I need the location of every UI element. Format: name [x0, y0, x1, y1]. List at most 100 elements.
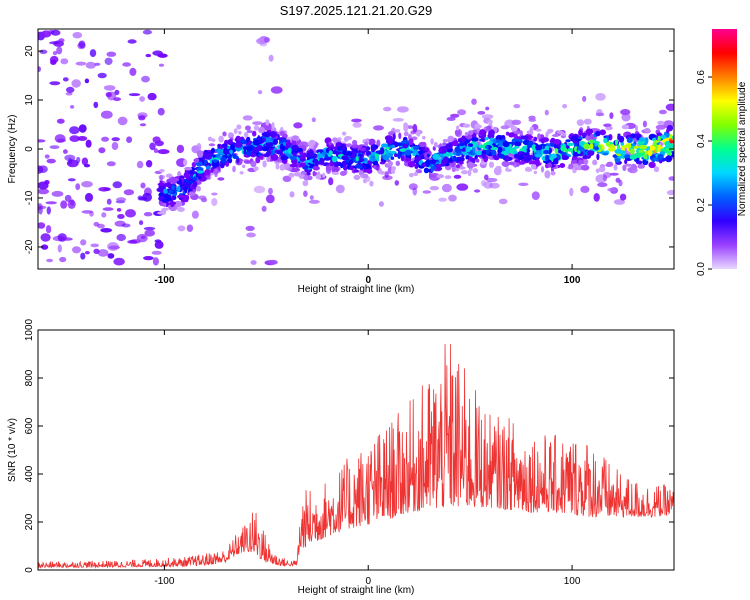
- spectrogram-ridge-cell: [485, 146, 489, 150]
- spectrogram-ridge-cell: [527, 135, 534, 139]
- spectrogram-ridge-cell: [266, 156, 271, 162]
- spectrogram-noise-cell: [265, 194, 275, 204]
- spectrogram-noise-cell: [98, 187, 110, 192]
- spectrogram-noise-cell: [71, 79, 81, 88]
- snr-frame: [37, 329, 675, 571]
- spectrogram-noise-cell: [597, 182, 608, 188]
- spectrogram-ridge-cell: [375, 166, 380, 171]
- spectrogram-noise-cell: [62, 77, 69, 82]
- spectrogram-ridge-cell: [657, 153, 664, 160]
- snr-ytick-label: 600: [24, 417, 35, 434]
- colorbar-label: Normalized spectral amplitude: [737, 81, 748, 216]
- spectrogram-ridge-cell: [495, 135, 503, 141]
- spectrogram-noise-cell: [50, 29, 61, 36]
- spectrogram-ridge-cell: [170, 200, 174, 207]
- spectrogram-noise-cell: [69, 135, 80, 143]
- spectrogram-ridge-cell: [653, 140, 657, 147]
- spectrogram-noise-cell: [114, 89, 120, 96]
- spectrogram-ridge-cell: [211, 147, 215, 153]
- spectrogram-ridge-cell: [183, 159, 188, 166]
- spectrogram-noise-cell: [154, 239, 162, 243]
- spectrogram-ridge-cell: [441, 158, 448, 166]
- spectrogram-noise-cell: [149, 142, 156, 151]
- spectrogram-ridge-cell: [177, 194, 185, 199]
- spectrogram-ridge-cell: [253, 125, 260, 131]
- spectrogram-ridge-cell: [508, 132, 515, 138]
- spectrogram-ridge-cell: [369, 180, 374, 187]
- spectrogram-noise-cell: [76, 156, 81, 164]
- spectrogram-noise-cell: [106, 91, 117, 101]
- spectrogram-ylabel: Frequency (Hz): [7, 115, 18, 184]
- snr-ytick-label: 200: [24, 513, 35, 530]
- spectrogram-noise-cell: [143, 212, 153, 217]
- spectrogram-ridge-cell: [456, 125, 460, 131]
- spectrogram-ridge-cell: [168, 189, 173, 193]
- spectrogram-ridge-cell: [620, 150, 627, 156]
- spectrogram-ridge-cell: [186, 180, 195, 184]
- spectrogram-ridge-cell: [246, 130, 254, 134]
- spectrogram-noise-cell: [101, 136, 110, 142]
- spectrogram-noise-cell: [107, 242, 119, 251]
- spectrogram-ridge-cell: [598, 166, 606, 173]
- spectrogram-ridge-cell: [461, 170, 469, 175]
- snr-ytick-label: 400: [24, 465, 35, 482]
- spectrogram-ridge-cell: [343, 165, 348, 171]
- spectrogram-ridge-cell: [618, 135, 625, 143]
- spectrogram-noise-cell: [139, 123, 147, 127]
- spectrogram-ridge-cell: [328, 141, 332, 146]
- spectrogram-ridge-cell: [493, 155, 500, 161]
- spectrogram-noise-cell: [140, 182, 146, 189]
- spectrogram-noise-cell: [303, 190, 308, 197]
- spectrogram-noise-cell: [666, 189, 674, 196]
- spectrogram-ridge-cell: [438, 149, 444, 152]
- spectrogram-ridge-cell: [423, 167, 429, 174]
- spectrogram-ridge-cell: [455, 164, 461, 168]
- spectrogram-ridge-cell: [587, 150, 595, 157]
- snr-plot-area: [38, 330, 674, 570]
- spectrogram-ridge-cell: [629, 154, 637, 160]
- spectrogram-noise-cell: [311, 117, 316, 123]
- spectrogram-ridge-cell: [585, 128, 593, 135]
- spectrogram-noise-cell: [84, 78, 90, 84]
- spectrogram-ridge-cell: [397, 152, 401, 159]
- spectrogram-ridge-cell: [560, 145, 565, 152]
- spectrogram-ridge-cell: [183, 171, 190, 179]
- spectrogram-noise-cell: [45, 201, 57, 205]
- spectrogram-noise-cell: [56, 118, 65, 124]
- spectrogram-ridge-cell: [395, 160, 400, 166]
- spectrogram-ridge-cell: [508, 161, 516, 166]
- spectrogram-noise-cell: [456, 183, 469, 191]
- spectrogram-noise-cell: [394, 180, 399, 186]
- spectrogram-ridge-cell: [606, 127, 610, 131]
- spectrogram-ridge-cell: [634, 133, 642, 139]
- spectrogram-noise-cell: [477, 111, 486, 115]
- spectrogram-ridge-cell: [624, 159, 628, 165]
- spectrogram-ridge-cell: [416, 130, 421, 137]
- spectrogram-noise-cell: [100, 228, 113, 233]
- spectrogram-noise-cell: [152, 257, 159, 266]
- spectrogram-ridge-cell: [535, 128, 542, 132]
- spectrogram-noise-cell: [412, 123, 418, 133]
- spectrogram-ridge-cell: [505, 166, 509, 172]
- spectrogram-noise-cell: [90, 243, 99, 248]
- spectrogram-ridge-cell: [291, 135, 299, 142]
- spectrogram-ridge-cell: [457, 156, 465, 162]
- spectrogram-ridge-cell: [577, 150, 581, 154]
- spectrogram-ridge-cell: [265, 141, 274, 148]
- spectrogram-ridge-cell: [401, 140, 409, 144]
- spectrogram-ridge-cell: [177, 207, 185, 212]
- snr-marks: [38, 343, 674, 569]
- spectrogram-ridge-cell: [436, 174, 444, 179]
- spectrogram-ridge-cell: [262, 160, 267, 168]
- spectrogram-ridge-cell: [358, 170, 364, 176]
- spectrogram-ridge-cell: [436, 167, 443, 171]
- spectrogram-ridge-cell: [583, 143, 591, 150]
- spectrogram-ridge-cell: [442, 138, 449, 143]
- spectrogram-ridge-cell: [363, 178, 367, 184]
- spectrogram-noise-cell: [122, 62, 131, 67]
- spectrogram-ridge-cell: [657, 120, 665, 125]
- spectrogram-ridge-cell: [211, 138, 216, 142]
- spectrogram-noise-cell: [106, 161, 116, 167]
- spectrogram-noise-cell: [38, 222, 46, 229]
- spectrogram-ridge-cell: [603, 137, 608, 144]
